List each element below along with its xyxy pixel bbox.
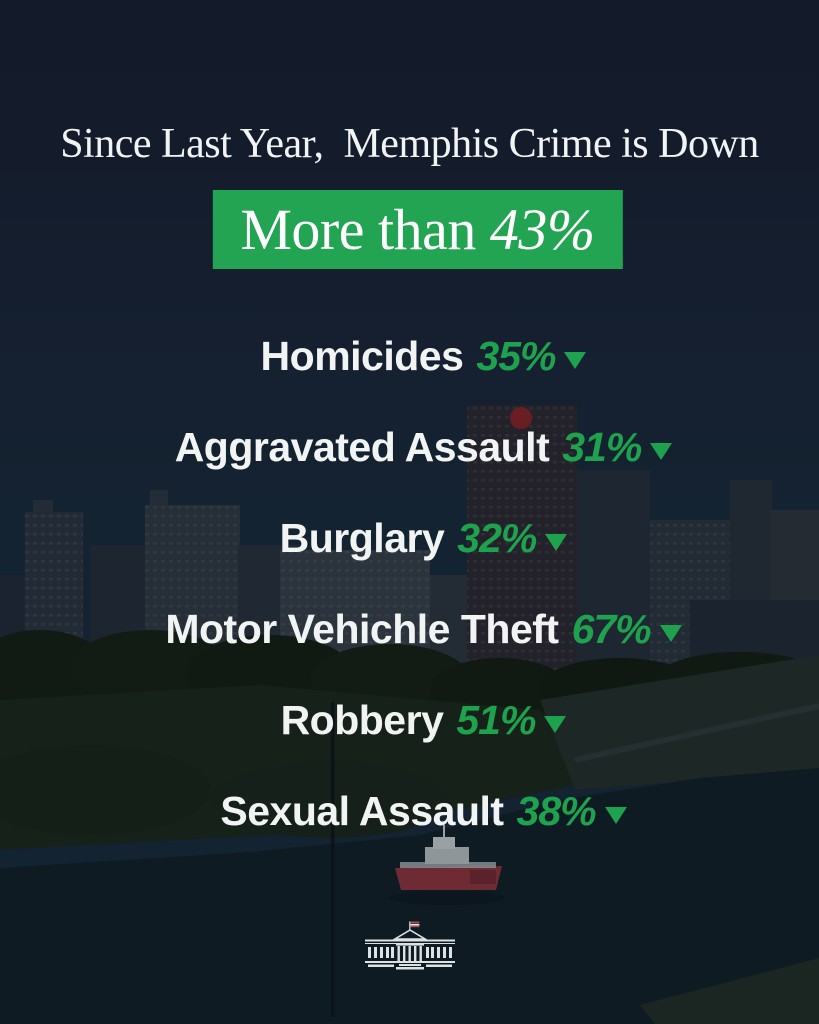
stat-label: Robbery — [280, 696, 444, 743]
river-bank — [540, 655, 819, 790]
down-triangle-icon — [564, 352, 587, 369]
stat-label: Sexual Assault — [220, 787, 504, 834]
tower-logo — [510, 407, 532, 429]
stat-value: 38% — [516, 787, 597, 834]
highlight-banner: More than 43% — [212, 190, 623, 269]
stat-row-robbery: Robbery 51% — [280, 696, 567, 743]
stat-value: 31% — [562, 423, 642, 470]
down-triangle-icon — [650, 443, 673, 460]
poster-title: Since Last Year, Memphis Crime is Down — [60, 121, 759, 167]
highlight-value: 43% — [489, 197, 595, 262]
footer — [0, 920, 819, 980]
down-triangle-icon — [659, 625, 682, 642]
stat-value: 51% — [456, 696, 536, 743]
stat-label: Aggravated Assault — [174, 423, 550, 470]
stat-label: Homicides — [260, 332, 464, 379]
flag-pole-silhouette — [331, 702, 335, 1017]
stat-row-homicides: Homicides 35% — [260, 332, 587, 379]
stat-label: Burglary — [279, 514, 445, 561]
trees-and-park — [0, 630, 819, 850]
tugboat — [389, 825, 505, 905]
stats-list: Homicides 35% Aggravated Assault 31% Bur… — [0, 332, 819, 880]
stat-row-sexual-assault: Sexual Assault 38% — [220, 787, 627, 834]
highlight-prefix: More than — [240, 197, 490, 262]
down-triangle-icon — [545, 534, 568, 551]
stat-row-burglary: Burglary 32% — [279, 514, 568, 561]
down-triangle-icon — [604, 807, 627, 824]
stat-label: Motor Vehichle Theft — [165, 605, 559, 652]
stat-value: 67% — [571, 605, 652, 652]
white-house-icon — [364, 921, 455, 970]
down-triangle-icon — [544, 716, 567, 733]
stat-value: 32% — [457, 514, 537, 561]
bottom-right-bank — [640, 958, 819, 1024]
stat-row-motor-vehicle-theft: Motor Vehichle Theft 67% — [165, 605, 682, 652]
stat-row-aggravated-assault: Aggravated Assault 31% — [174, 423, 673, 470]
stat-value: 35% — [476, 332, 556, 379]
